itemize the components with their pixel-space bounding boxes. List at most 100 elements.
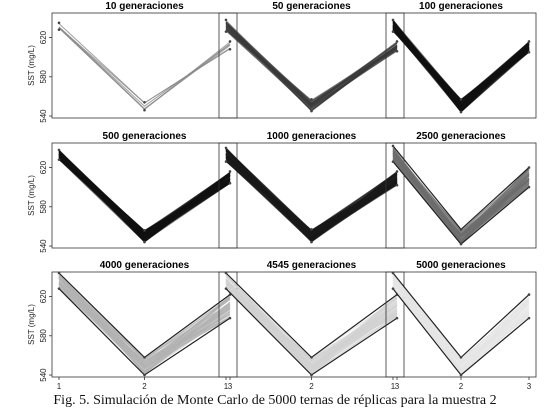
- series-line: [225, 27, 398, 106]
- y-tick-label: 620: [39, 30, 48, 44]
- y-axis-label: SST (mg/L): [27, 45, 36, 86]
- data-point: [395, 40, 399, 43]
- series-line: [392, 159, 530, 243]
- series-line: [225, 287, 398, 374]
- data-point: [527, 40, 531, 43]
- series-line: [392, 20, 530, 105]
- data-point: [391, 144, 395, 148]
- y-tick-label: 620: [39, 160, 48, 174]
- data-point: [459, 110, 463, 114]
- x-tick-label: 1: [57, 382, 62, 390]
- data-point: [527, 166, 531, 169]
- data-point: [395, 316, 399, 320]
- series-line: [225, 29, 398, 108]
- series-line: [225, 156, 398, 233]
- series-line: [225, 158, 398, 242]
- panel-title: 500 generaciones: [103, 131, 187, 142]
- data-point: [391, 287, 395, 290]
- data-point: [391, 271, 395, 275]
- data-point: [310, 373, 313, 377]
- series-line: [225, 29, 398, 111]
- x-tick-label: 1: [391, 382, 396, 390]
- y-tick-label: 580: [39, 329, 48, 343]
- panel-5: 1000 generaciones: [218, 131, 405, 249]
- series-line: [58, 26, 231, 107]
- series-line: [225, 30, 398, 109]
- series-line: [58, 26, 231, 110]
- data-point: [391, 18, 395, 22]
- series-line: [225, 154, 398, 240]
- replicate-lines: [58, 149, 231, 243]
- panel-title: 100 generaciones: [419, 1, 503, 12]
- data-point: [143, 240, 146, 244]
- y-tick-label: 580: [39, 200, 48, 214]
- data-point: [224, 146, 228, 150]
- panel-title: 5000 generaciones: [416, 260, 506, 271]
- data-point: [228, 40, 232, 43]
- series-line: [58, 27, 231, 110]
- series-line: [225, 283, 398, 362]
- data-point: [459, 98, 463, 101]
- series-line: [392, 26, 530, 111]
- replicate-lines: [225, 20, 398, 112]
- data-point: [310, 98, 313, 101]
- data-point: [459, 373, 463, 377]
- x-tick-label: 2: [309, 382, 314, 390]
- panel-8: 4545 generaciones 1 2 3: [218, 260, 405, 390]
- panel-title: 4000 generaciones: [100, 260, 190, 271]
- series-line: [392, 283, 530, 363]
- data-point: [224, 287, 228, 290]
- replicate-lines: [392, 272, 530, 376]
- data-point: [143, 108, 146, 112]
- series-line: [392, 280, 530, 362]
- data-point: [57, 158, 61, 161]
- plot-frame: [385, 12, 537, 119]
- y-axis-label: SST (mg/L): [27, 175, 36, 216]
- data-point: [527, 316, 531, 320]
- panel-title: 1000 generaciones: [267, 131, 357, 142]
- series-line: [392, 155, 530, 237]
- data-point: [224, 18, 228, 22]
- series-line: [58, 277, 231, 364]
- panel-9: 5000 generaciones 1 2 3: [385, 260, 537, 390]
- data-point: [143, 229, 146, 232]
- replicate-lines: [225, 272, 398, 376]
- data-point: [57, 21, 61, 25]
- series-line: [225, 275, 398, 368]
- y-axis-label: SST (mg/L): [27, 304, 36, 345]
- x-tick-label: 2: [459, 382, 464, 390]
- y-tick-label: 540: [39, 239, 48, 253]
- series-line: [392, 147, 530, 239]
- series-line: [225, 26, 398, 112]
- data-point: [228, 316, 232, 320]
- figure-caption: Fig. 5. Simulación de Monte Carlo de 500…: [53, 393, 497, 408]
- data-point: [459, 228, 463, 231]
- data-point: [459, 356, 463, 359]
- series-line: [225, 274, 398, 367]
- data-point: [395, 170, 399, 173]
- plot-frame: [385, 142, 537, 249]
- series-line: [58, 154, 231, 241]
- plot-frame: [218, 142, 405, 249]
- data-point: [391, 160, 395, 163]
- data-point: [527, 50, 531, 54]
- data-point: [228, 48, 232, 51]
- x-tick-label: 3: [228, 382, 233, 390]
- data-point: [224, 160, 228, 163]
- series-line: [225, 286, 398, 372]
- data-point: [224, 30, 228, 33]
- panel-title: 10 generaciones: [105, 1, 184, 12]
- data-point: [310, 228, 313, 231]
- data-point: [310, 356, 313, 359]
- plot-frame: [51, 12, 238, 119]
- series-line: [225, 27, 398, 106]
- series-line: [58, 286, 231, 369]
- replicate-lines: [58, 272, 231, 376]
- panel-title: 50 generaciones: [272, 1, 351, 12]
- y-tick-label: 540: [39, 368, 48, 382]
- x-tick-label: 3: [527, 382, 532, 390]
- data-point: [57, 28, 61, 31]
- data-point: [310, 240, 313, 244]
